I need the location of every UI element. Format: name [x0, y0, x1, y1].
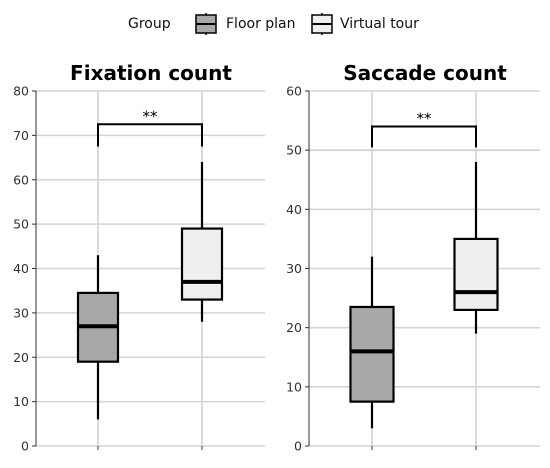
box-floor-plan: [349, 256, 395, 429]
panel-fixation-count: Fixation count 0 10 20 30 40 50 60 70 80 **: [13, 61, 265, 454]
significance-bracket: [97, 123, 203, 147]
iqr-box: [453, 237, 499, 312]
box-virtual-tour: [180, 162, 224, 322]
box-floor-plan: [76, 255, 120, 420]
y-tick-label: 10: [13, 394, 29, 409]
y-tick-label: 60: [286, 84, 302, 99]
significance-label: **: [417, 110, 433, 128]
significance-label: **: [143, 107, 159, 125]
legend-title: Group: [128, 16, 171, 32]
y-tick-label: 70: [13, 128, 29, 143]
y-tick-label: 30: [13, 305, 29, 320]
iqr-box: [349, 305, 395, 403]
y-tick-label: 20: [286, 320, 302, 335]
y-tick-label: 50: [286, 143, 302, 158]
y-tick-label: 80: [13, 84, 29, 99]
y-tick-label: 60: [13, 172, 29, 187]
y-tick-label: 40: [286, 202, 302, 217]
y-tick-label: 30: [286, 261, 302, 276]
legend-label-floor-plan: Floor plan: [226, 16, 296, 32]
y-tick-label: 10: [286, 379, 302, 394]
panel-title: Fixation count: [70, 61, 232, 85]
y-tick-label: 0: [21, 439, 29, 454]
y-tick-label: 40: [13, 261, 29, 276]
significance-bracket: [371, 125, 477, 148]
box-virtual-tour: [453, 162, 499, 334]
panel-saccade-count: Saccade count 0 10 20 30 40 50 60 **: [286, 61, 540, 454]
y-tick-label: 0: [294, 439, 302, 454]
legend-label-virtual-tour: Virtual tour: [340, 16, 419, 32]
legend-item-floor-plan: Floor plan: [195, 13, 296, 35]
iqr-box: [180, 227, 224, 301]
y-tick-label: 50: [13, 217, 29, 232]
panel-title: Saccade count: [343, 61, 507, 85]
y-tick-label: 20: [13, 350, 29, 365]
legend-item-virtual-tour: Virtual tour: [311, 13, 419, 35]
legend: Group Floor plan Virtual tour: [128, 13, 419, 35]
